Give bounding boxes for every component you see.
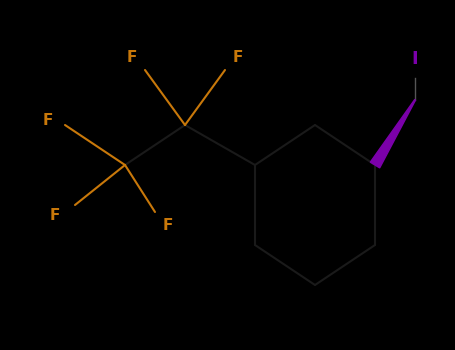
Polygon shape	[370, 100, 415, 168]
Text: F: F	[50, 208, 60, 223]
Text: F: F	[43, 112, 53, 127]
Text: F: F	[163, 217, 173, 232]
Text: I: I	[412, 50, 418, 68]
Text: F: F	[127, 49, 137, 64]
Text: F: F	[233, 49, 243, 64]
